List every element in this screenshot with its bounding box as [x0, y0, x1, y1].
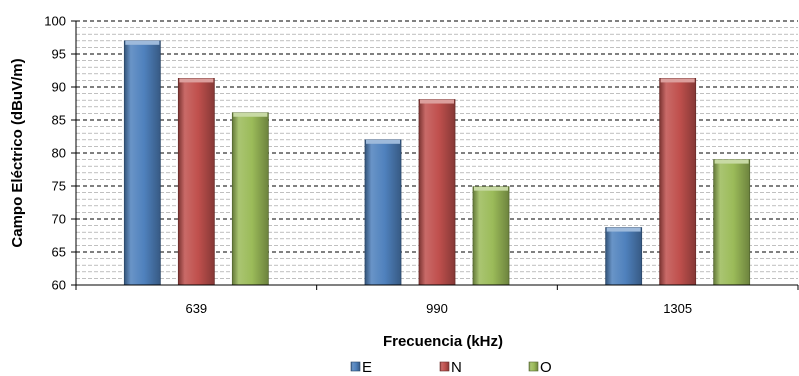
x-tick-labels: 639 990 1305: [185, 301, 692, 316]
bar-body: [605, 227, 643, 286]
bar-body: [364, 139, 402, 286]
bar-top-highlight: [606, 227, 641, 232]
bar-n-1305: [659, 78, 697, 286]
legend-label: O: [540, 359, 552, 376]
axes: [71, 20, 799, 290]
bar-body: [177, 78, 215, 286]
legend-swatch: [350, 361, 361, 372]
y-tick-labels: 60 65 70 75 80 85 90 95 100: [44, 14, 66, 293]
x-axis-title: Frecuencia (kHz): [383, 333, 503, 350]
y-tick-label: 90: [52, 80, 66, 95]
bar-top-highlight: [420, 99, 454, 104]
bar-top-highlight: [233, 112, 268, 117]
legend-item-o: O: [528, 359, 552, 376]
y-axis-title: Campo Eléctrico (dBuV/m): [9, 58, 26, 247]
y-tick-label: 60: [52, 278, 66, 293]
legend-swatch: [439, 361, 450, 372]
bar-body: [231, 112, 269, 286]
bar-top-highlight: [366, 139, 400, 144]
bar-body: [659, 78, 697, 286]
legend-item-n: N: [439, 359, 462, 376]
x-tick-label: 1305: [663, 301, 692, 316]
bar-body: [418, 99, 456, 286]
bars: [123, 40, 751, 286]
legend-item-e: E: [350, 359, 372, 376]
bar-o-990: [472, 186, 510, 286]
legend-label: N: [451, 359, 462, 376]
y-tick-label: 100: [44, 14, 66, 29]
bar-e-639: [123, 40, 161, 286]
bar-top-highlight: [179, 78, 214, 83]
y-tick-label: 95: [52, 47, 66, 62]
x-tick-label: 639: [185, 301, 207, 316]
bar-top-highlight: [714, 159, 749, 164]
bar-n-639: [177, 78, 215, 286]
bar-e-990: [364, 139, 402, 286]
bar-o-1305: [713, 159, 751, 286]
legend-swatch: [528, 361, 539, 372]
bar-top-highlight: [474, 186, 508, 191]
y-tick-label: 65: [52, 245, 66, 260]
x-tick-label: 990: [426, 301, 448, 316]
bar-top-highlight: [125, 40, 160, 45]
bar-body: [713, 159, 751, 286]
bar-body: [123, 40, 161, 286]
y-tick-label: 80: [52, 146, 66, 161]
y-tick-label: 85: [52, 113, 66, 128]
bar-n-990: [418, 99, 456, 286]
y-tick-label: 75: [52, 179, 66, 194]
y-tick-label: 70: [52, 212, 66, 227]
legend-label: E: [362, 359, 372, 376]
bar-o-639: [231, 112, 269, 286]
bar-top-highlight: [660, 78, 695, 83]
bar-body: [472, 186, 510, 286]
bar-e-1305: [605, 227, 643, 286]
